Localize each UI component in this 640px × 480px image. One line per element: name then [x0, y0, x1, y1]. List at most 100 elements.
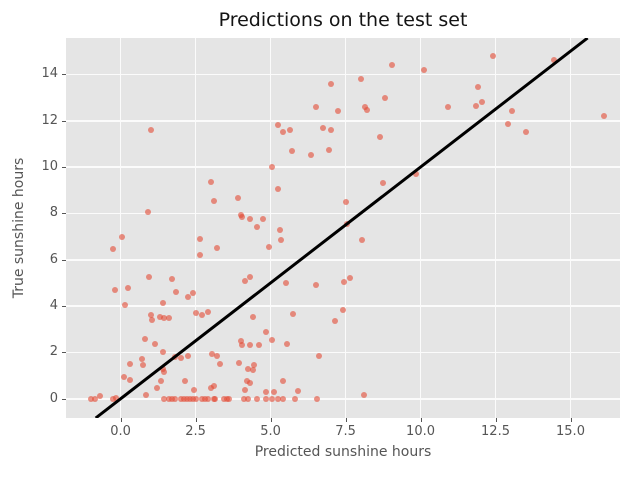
x-tick-mark: [420, 418, 422, 422]
scatter-point: [279, 129, 286, 136]
scatter-point: [420, 66, 427, 73]
scatter-point: [153, 385, 160, 392]
y-tick-label: 10: [41, 159, 58, 175]
scatter-point: [504, 121, 511, 128]
y-tick-mark: [62, 74, 66, 76]
x-tick-label: 0.0: [110, 424, 131, 439]
scatter-point: [282, 279, 289, 286]
scatter-point: [216, 361, 223, 367]
scatter-point: [197, 235, 204, 242]
scatter-point: [269, 395, 276, 402]
y-tick-label: 8: [49, 205, 58, 221]
scatter-point: [92, 395, 99, 402]
x-tick-mark: [120, 418, 122, 422]
scatter-point: [144, 209, 151, 216]
scatter-point: [204, 395, 211, 402]
scatter-point: [207, 385, 214, 392]
scatter-point: [320, 124, 327, 131]
scatter-point: [207, 179, 214, 186]
scatter-point: [159, 365, 166, 372]
scatter-point: [212, 395, 219, 402]
y-tick-mark: [62, 259, 66, 261]
scatter-point: [185, 293, 192, 300]
scatter-point: [156, 313, 163, 320]
x-tick-label: 10.0: [406, 424, 435, 439]
scatter-point: [182, 378, 189, 385]
scatter-point: [245, 365, 252, 372]
x-gridline: [269, 38, 272, 418]
scatter-point: [509, 108, 516, 115]
scatter-point: [551, 57, 557, 64]
scatter-point: [312, 282, 319, 289]
y-tick-mark: [62, 167, 66, 169]
scatter-point: [246, 379, 253, 386]
y-tick-label: 12: [41, 112, 58, 128]
scatter-point: [165, 314, 172, 321]
scatter-point: [122, 301, 129, 308]
scatter-point: [308, 152, 315, 159]
scatter-point: [413, 171, 420, 177]
scatter-point: [327, 126, 334, 133]
scatter-point: [275, 395, 282, 402]
scatter-point: [161, 395, 168, 402]
y-tick-label: 0: [49, 390, 58, 406]
x-tick-mark: [495, 418, 497, 422]
y-tick-mark: [62, 120, 66, 122]
x-gridline: [119, 38, 122, 418]
y-tick-mark: [62, 213, 66, 215]
scatter-point: [315, 352, 322, 359]
scatter-point: [276, 226, 283, 233]
scatter-point: [263, 388, 270, 395]
scatter-point: [240, 395, 247, 402]
plot-area: [66, 38, 620, 418]
scatter-point: [254, 224, 261, 231]
scatter-point: [126, 361, 133, 367]
scatter-point: [294, 387, 301, 394]
scatter-point: [269, 164, 276, 171]
scatter-point: [246, 216, 253, 223]
scatter-point: [242, 386, 249, 393]
scatter-point: [198, 312, 205, 319]
scatter-point: [213, 245, 220, 252]
scatter-point: [239, 213, 246, 220]
x-gridline: [344, 38, 347, 418]
scatter-point: [138, 356, 145, 363]
scatter-point: [126, 377, 133, 384]
scatter-point: [159, 299, 166, 306]
scatter-point: [522, 129, 529, 136]
scatter-point: [168, 276, 175, 283]
scatter-point: [357, 76, 364, 82]
scatter-point: [147, 312, 154, 319]
identity-line-layer: [94, 38, 589, 418]
y-gridline: [66, 73, 620, 76]
y-gridline: [66, 212, 620, 215]
scatter-point: [377, 133, 384, 140]
scatter-point: [288, 147, 295, 154]
y-gridline: [66, 166, 620, 168]
scatter-point: [140, 362, 147, 369]
scatter-point: [291, 395, 298, 402]
scatter-point: [389, 62, 396, 69]
scatter-point: [263, 395, 270, 402]
scatter-point: [269, 336, 276, 343]
scatter-point: [314, 395, 321, 402]
scatter-point: [363, 107, 370, 114]
scatter-point: [159, 349, 166, 356]
scatter-point: [173, 289, 180, 296]
y-gridline: [66, 119, 620, 122]
scatter-point: [249, 313, 256, 320]
scatter-point: [245, 395, 252, 402]
scatter-point: [189, 290, 196, 297]
y-tick-mark: [62, 352, 66, 354]
scatter-point: [119, 233, 126, 240]
scatter-point: [125, 284, 132, 291]
scatter-point: [96, 393, 103, 400]
scatter-point: [146, 274, 153, 281]
scatter-point: [225, 395, 232, 402]
scatter-point: [149, 316, 156, 323]
y-gridline: [66, 397, 620, 400]
scatter-point: [236, 359, 243, 366]
scatter-point: [249, 366, 256, 373]
scatter-point: [381, 94, 388, 101]
scatter-point: [246, 274, 253, 281]
